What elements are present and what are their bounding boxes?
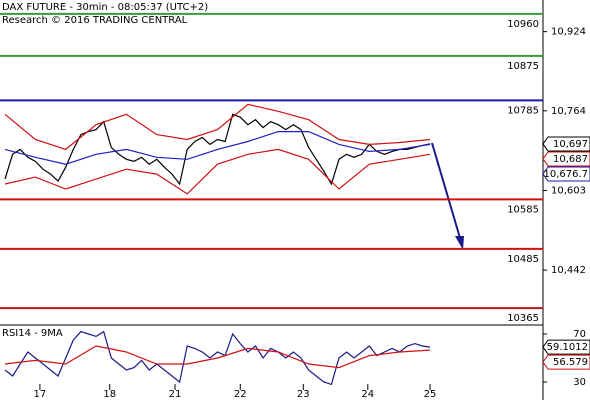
forecast-arrow-head	[455, 236, 464, 250]
price-tag-box	[542, 166, 590, 182]
y-tick-label: 10,442	[551, 265, 586, 276]
y-tick-label: 10,764	[551, 106, 586, 117]
chart-subtitle: Research © 2016 TRADING CENTRAL	[2, 15, 188, 26]
level-label: 10785	[507, 105, 539, 116]
x-tick-label: 18	[103, 389, 116, 400]
y-tick-label: 30	[573, 377, 586, 388]
series-line	[4, 113, 431, 186]
price-tag-label: 10,687	[553, 154, 588, 165]
series-line	[4, 131, 431, 165]
x-tick-label: 22	[234, 389, 247, 400]
forecast-arrow	[431, 142, 461, 239]
x-tick-label: 17	[34, 389, 47, 400]
x-tick-label: 25	[424, 389, 437, 400]
y-tick-label: 70	[573, 329, 586, 340]
level-label: 10365	[507, 313, 539, 324]
level-label: 10960	[507, 19, 539, 30]
price-tag-label: 56.579	[553, 357, 588, 368]
rsi-title: RSI14 - 9MA	[2, 328, 63, 339]
y-tick-label: 10,924	[551, 27, 586, 38]
x-tick-label: 21	[169, 389, 182, 400]
price-tag-label: 59.1012	[547, 342, 588, 353]
price-tag-box	[542, 354, 590, 370]
x-tick-label: 23	[297, 389, 310, 400]
price-tag-label: 10,697	[553, 139, 588, 150]
level-label: 10585	[507, 204, 539, 215]
price-tag-box	[542, 151, 590, 167]
series-line	[4, 330, 431, 386]
y-tick-label: 10,603	[551, 185, 586, 196]
level-label: 10485	[507, 254, 539, 265]
level-label: 10875	[507, 61, 539, 72]
series-line	[4, 103, 431, 151]
price-tag-box	[542, 136, 590, 152]
price-tag-box	[542, 339, 590, 355]
x-tick-label: 24	[361, 389, 374, 400]
series-line	[4, 148, 431, 195]
price-tag-label: 10,676.7	[543, 169, 588, 180]
chart-title: DAX FUTURE - 30min - 08:05:37 (UTC+2)	[2, 2, 208, 13]
series-line	[4, 345, 431, 369]
